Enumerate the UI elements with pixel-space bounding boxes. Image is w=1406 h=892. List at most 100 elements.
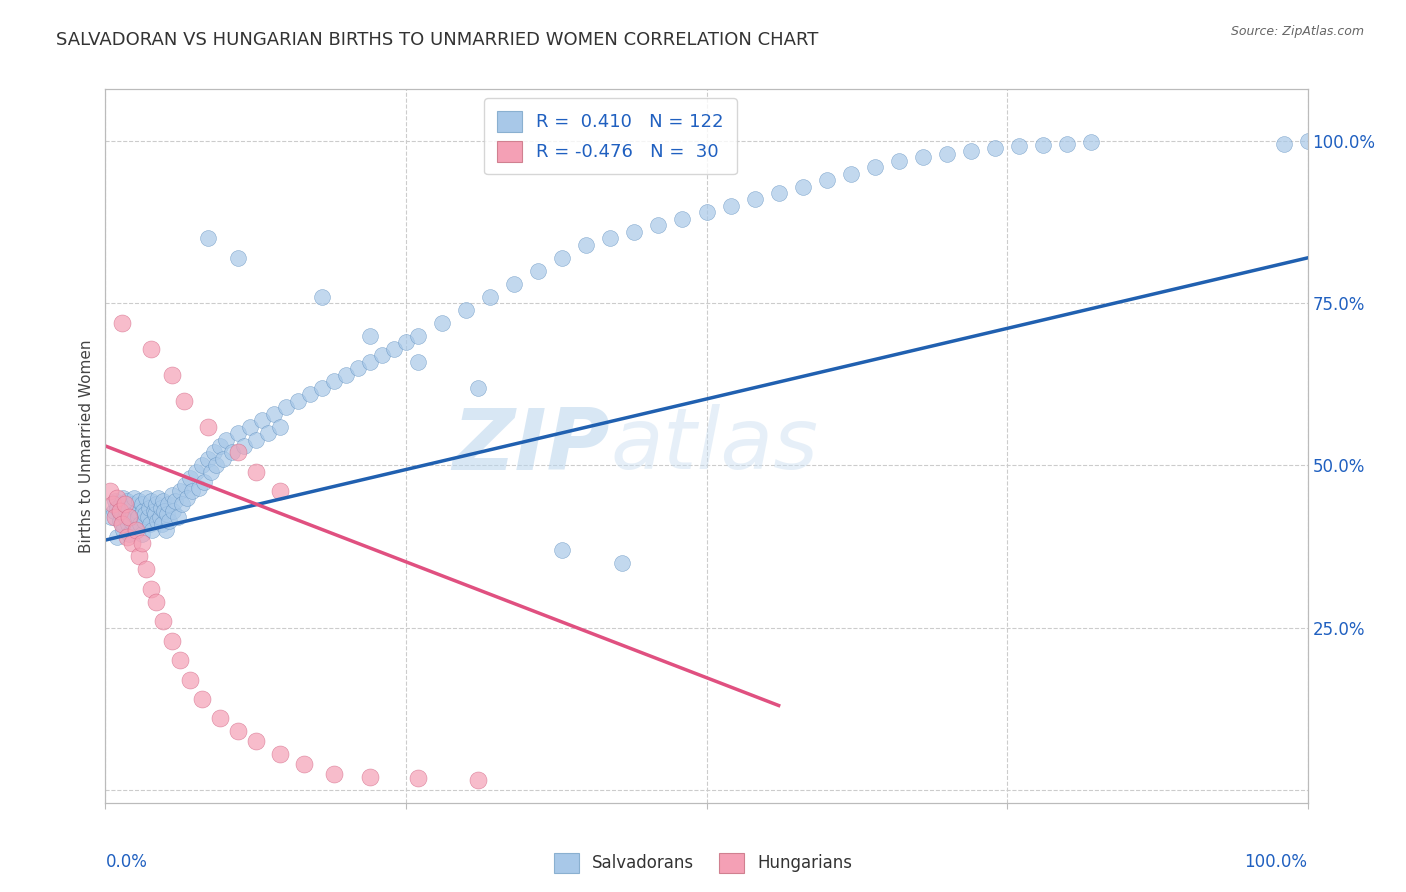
Point bbox=[815, 173, 838, 187]
Point bbox=[202, 445, 225, 459]
Legend: Salvadorans, Hungarians: Salvadorans, Hungarians bbox=[547, 847, 859, 880]
Point bbox=[124, 491, 146, 505]
Point bbox=[887, 153, 910, 168]
Point bbox=[245, 433, 267, 447]
Point bbox=[104, 494, 127, 508]
Point bbox=[117, 516, 139, 531]
Point bbox=[160, 633, 183, 648]
Point bbox=[166, 510, 188, 524]
Point bbox=[503, 277, 526, 291]
Point bbox=[226, 724, 249, 739]
Point bbox=[406, 771, 429, 785]
Point bbox=[121, 536, 143, 550]
Point bbox=[671, 211, 693, 226]
Point bbox=[188, 481, 211, 495]
Point bbox=[127, 510, 149, 524]
Point bbox=[623, 225, 645, 239]
Point bbox=[256, 425, 278, 440]
Text: atlas: atlas bbox=[610, 404, 818, 488]
Point bbox=[190, 458, 212, 473]
Point bbox=[269, 484, 291, 499]
Point bbox=[131, 497, 153, 511]
Point bbox=[156, 507, 179, 521]
Point bbox=[335, 368, 357, 382]
Point bbox=[208, 439, 231, 453]
Point bbox=[124, 524, 146, 538]
Point bbox=[156, 497, 179, 511]
Point bbox=[111, 516, 134, 531]
Point bbox=[121, 497, 143, 511]
Point bbox=[118, 526, 141, 541]
Point bbox=[120, 514, 142, 528]
Point bbox=[107, 491, 129, 505]
Point bbox=[139, 516, 162, 531]
Point bbox=[232, 439, 254, 453]
Point bbox=[148, 491, 170, 505]
Point bbox=[146, 514, 169, 528]
Point bbox=[100, 510, 122, 524]
Point bbox=[132, 514, 155, 528]
Point bbox=[245, 734, 267, 748]
Point bbox=[181, 484, 204, 499]
Point bbox=[960, 144, 983, 158]
Point bbox=[612, 556, 634, 570]
Point bbox=[112, 491, 135, 505]
Point bbox=[208, 711, 231, 725]
Point bbox=[160, 368, 183, 382]
Point bbox=[467, 381, 489, 395]
Point bbox=[184, 465, 207, 479]
Legend: R =  0.410   N = 122, R = -0.476   N =  30: R = 0.410 N = 122, R = -0.476 N = 30 bbox=[484, 98, 737, 174]
Point bbox=[575, 238, 598, 252]
Point bbox=[136, 510, 159, 524]
Point bbox=[527, 264, 550, 278]
Point bbox=[139, 342, 162, 356]
Text: 0.0%: 0.0% bbox=[105, 853, 148, 871]
Point bbox=[839, 167, 862, 181]
Point bbox=[311, 381, 333, 395]
Point bbox=[1080, 136, 1102, 150]
Point bbox=[143, 507, 166, 521]
Point bbox=[205, 458, 228, 473]
Point bbox=[214, 433, 236, 447]
Point bbox=[152, 614, 174, 628]
Point bbox=[406, 354, 429, 368]
Point bbox=[863, 160, 886, 174]
Point bbox=[311, 290, 333, 304]
Point bbox=[212, 452, 235, 467]
Point bbox=[135, 562, 157, 576]
Point bbox=[108, 514, 131, 528]
Point bbox=[245, 465, 267, 479]
Point bbox=[139, 494, 162, 508]
Point bbox=[118, 500, 141, 515]
Point bbox=[104, 510, 127, 524]
Point bbox=[179, 471, 201, 485]
Point bbox=[128, 549, 150, 564]
Point bbox=[142, 504, 165, 518]
Point bbox=[226, 445, 249, 459]
Point bbox=[98, 484, 121, 499]
Point bbox=[197, 231, 219, 245]
Point bbox=[157, 514, 180, 528]
Point bbox=[347, 361, 370, 376]
Point bbox=[155, 524, 177, 538]
Point bbox=[382, 342, 405, 356]
Point bbox=[551, 251, 574, 265]
Point bbox=[135, 491, 157, 505]
Point bbox=[1296, 134, 1319, 148]
Point bbox=[138, 500, 160, 515]
Point bbox=[263, 407, 285, 421]
Point bbox=[371, 348, 394, 362]
Point bbox=[226, 425, 249, 440]
Point bbox=[101, 497, 124, 511]
Point bbox=[467, 773, 489, 788]
Point bbox=[179, 673, 201, 687]
Point bbox=[112, 524, 135, 538]
Point bbox=[322, 766, 344, 780]
Point bbox=[1008, 139, 1031, 153]
Point bbox=[551, 542, 574, 557]
Point bbox=[744, 193, 766, 207]
Point bbox=[160, 488, 183, 502]
Point bbox=[111, 507, 134, 521]
Point bbox=[1272, 137, 1295, 152]
Point bbox=[197, 452, 219, 467]
